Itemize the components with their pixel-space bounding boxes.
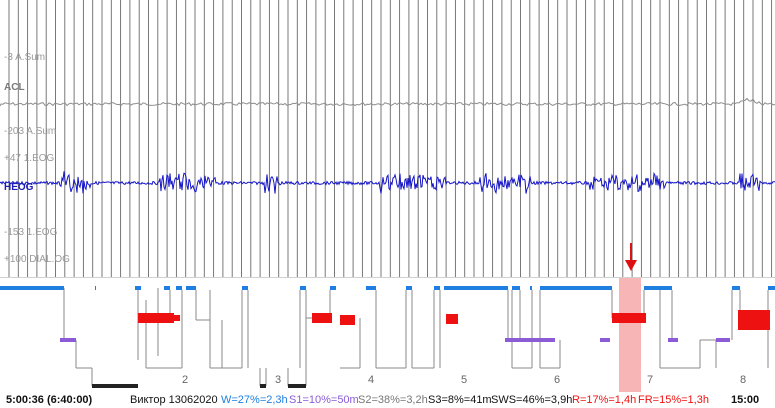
channel-label-heog[interactable]: HEOG — [4, 182, 34, 193]
rem-bar — [340, 315, 355, 325]
hour-label-6: 6 — [554, 374, 561, 386]
scale-label-eog-bottom: -153 1.EOG — [4, 227, 58, 238]
scale-label-a-sum-top: -3 A.Sum — [4, 52, 46, 63]
wake-bar — [732, 286, 740, 290]
current-position-arrow-icon[interactable] — [623, 243, 639, 273]
wake-bar — [444, 286, 508, 290]
wake-bar — [434, 286, 440, 290]
rem-bar — [174, 315, 180, 321]
wake-bar — [0, 286, 64, 290]
wake-bar — [186, 286, 196, 290]
wake-bar — [330, 286, 336, 290]
heog-trace — [0, 171, 775, 195]
s1-bar — [505, 338, 555, 342]
acl-trace — [0, 97, 775, 107]
wake-bar — [768, 286, 775, 290]
hour-label-3: 3 — [275, 374, 282, 386]
scale-label-dialog: +100 DIAL.OG — [4, 254, 70, 265]
status-s2: S2=38%=3,2h — [358, 394, 428, 406]
current-epoch-highlight — [619, 277, 641, 392]
wake-bar — [512, 286, 520, 290]
wake-bar — [366, 286, 376, 290]
hypnogram-deep-bars — [92, 384, 306, 388]
status-sws: SWS=46%=3,9h — [491, 394, 573, 406]
wake-bar — [176, 286, 182, 290]
rem-bar — [138, 313, 174, 323]
hypnogram-s1-bars — [60, 338, 730, 342]
rem-bar — [446, 314, 458, 324]
wake-bar — [135, 286, 141, 290]
deep-sleep-bar — [260, 384, 266, 388]
hypnogram[interactable] — [0, 0, 775, 392]
status-fr: FR=15%=1,3h — [638, 394, 709, 406]
wake-bar — [540, 286, 612, 290]
status-s3: S3=8%=41m — [428, 394, 492, 406]
status-time: 5:00:36 (6:40:00) — [6, 394, 93, 406]
hour-label-5: 5 — [461, 374, 468, 386]
deep-sleep-bar — [92, 384, 138, 388]
deep-sleep-bar — [288, 384, 306, 388]
status-wake: W=27%=2,3h — [221, 394, 288, 406]
signal-traces — [0, 97, 775, 195]
wake-bar — [406, 286, 412, 290]
hypnogram-rem-bars — [138, 310, 770, 330]
rem-bar — [738, 310, 770, 330]
channel-label-acl[interactable]: ACL — [4, 82, 25, 93]
rem-bar — [612, 313, 646, 323]
hypnogram-wake-bars — [0, 286, 775, 290]
wake-bar — [164, 286, 170, 290]
epoch-grid — [8, 0, 773, 277]
hour-label-8: 8 — [740, 374, 747, 386]
scale-label-eog-top: +47 1.EOG — [4, 153, 55, 164]
rem-bar — [312, 313, 332, 323]
hypnogram-stage-lines — [63, 288, 769, 386]
wake-bar — [95, 286, 96, 290]
wake-bar — [644, 286, 672, 290]
status-bar: 5:00:36 (6:40:00) Виктор 13062020 W=27%=… — [0, 392, 775, 408]
status-rem: R=17%=1,4h — [572, 394, 637, 406]
status-s1: S1=10%=50m — [289, 394, 359, 406]
s1-bar — [600, 338, 610, 342]
s1-bar — [668, 338, 678, 342]
hour-label-7: 7 — [647, 374, 654, 386]
scale-label-a-sum-bottom: -203 A.Sum — [4, 126, 57, 137]
status-end-time: 15:00 — [731, 394, 760, 406]
wake-bar — [242, 286, 248, 290]
wake-bar — [530, 286, 532, 290]
status-patient: Виктор 13062020 — [130, 394, 218, 406]
hour-label-4: 4 — [368, 374, 375, 386]
wake-bar — [300, 286, 306, 290]
s1-bar — [716, 338, 730, 342]
hour-label-2: 2 — [182, 374, 189, 386]
s1-bar — [60, 338, 76, 342]
